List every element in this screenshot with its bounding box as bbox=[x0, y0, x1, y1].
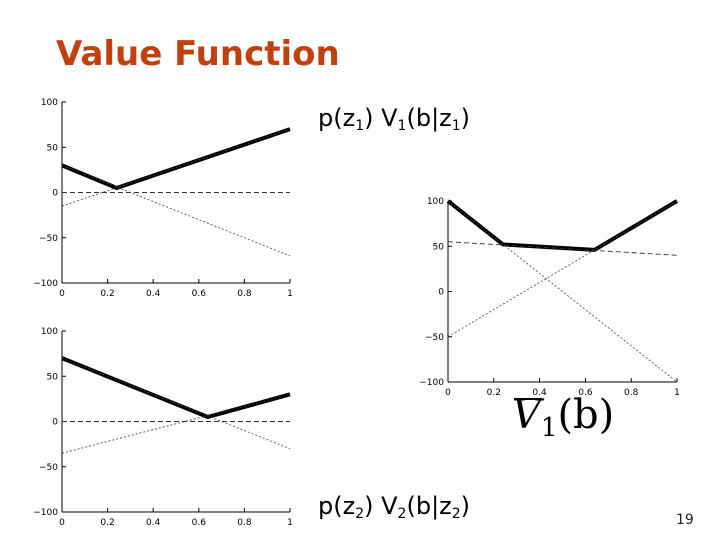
y-tick-label: −50 bbox=[39, 234, 58, 244]
y-tick-label: 0 bbox=[52, 418, 58, 428]
x-tick-label: 1 bbox=[287, 518, 293, 528]
y-tick-label: 50 bbox=[47, 372, 59, 382]
caption-top-sub2: 1 bbox=[397, 118, 407, 134]
x-tick-label: 0.4 bbox=[146, 289, 161, 299]
series-line-dotted bbox=[447, 200, 678, 338]
series-line-dotted bbox=[61, 128, 291, 207]
series-line-dotted bbox=[447, 200, 678, 383]
x-tick-label: 0.2 bbox=[100, 518, 114, 528]
caption-bottom-end: ) bbox=[460, 492, 471, 520]
slide-title: Value Function bbox=[56, 34, 340, 74]
caption-bottom: p(z2) V2(b|z2) bbox=[318, 492, 470, 522]
x-tick-label: 0.8 bbox=[237, 518, 252, 528]
y-tick-label: −50 bbox=[425, 333, 444, 343]
page-number: 19 bbox=[676, 512, 694, 528]
caption-top-sub1: 1 bbox=[355, 118, 365, 134]
y-tick-label: −100 bbox=[419, 378, 444, 388]
y-tick-label: −100 bbox=[33, 279, 58, 289]
x-tick-label: 1 bbox=[674, 388, 680, 398]
value-label-arg: (b) bbox=[557, 392, 615, 438]
x-tick-label: 0.4 bbox=[532, 388, 547, 398]
x-tick-label: 0.4 bbox=[146, 518, 161, 528]
y-tick-label: 100 bbox=[41, 98, 58, 108]
caption-top: p(z1) V1(b|z1) bbox=[318, 104, 470, 134]
x-tick-label: 0.6 bbox=[192, 518, 207, 528]
y-tick-label: −100 bbox=[33, 508, 58, 518]
y-tick-label: 50 bbox=[47, 143, 59, 153]
x-tick-label: 1 bbox=[287, 289, 293, 299]
series-line-dotted bbox=[61, 393, 291, 454]
x-tick-label: 0.2 bbox=[100, 289, 114, 299]
y-tick-label: −50 bbox=[39, 463, 58, 473]
caption-top-end: ) bbox=[460, 104, 471, 132]
y-tick-label: 0 bbox=[438, 288, 444, 298]
series-line-dotted bbox=[61, 164, 291, 257]
x-tick-label: 0.8 bbox=[237, 289, 252, 299]
y-tick-label: 100 bbox=[41, 327, 58, 337]
overbar bbox=[514, 398, 542, 400]
value-function-label: V1(b) bbox=[512, 392, 614, 443]
caption-top-b: (b|z bbox=[406, 104, 452, 132]
value-label-sub: 1 bbox=[540, 413, 558, 443]
x-tick-label: 0.2 bbox=[487, 388, 501, 398]
x-tick-label: 0 bbox=[445, 388, 451, 398]
series-line-dashed bbox=[447, 241, 678, 256]
series-line-thick bbox=[446, 199, 679, 252]
x-tick-label: 0.8 bbox=[624, 388, 639, 398]
caption-top-mid: ) V bbox=[364, 104, 398, 132]
caption-bottom-sub3: 2 bbox=[451, 506, 461, 522]
x-tick-label: 0 bbox=[59, 289, 65, 299]
caption-bottom-sub2: 2 bbox=[397, 506, 407, 522]
x-tick-label: 0 bbox=[59, 518, 65, 528]
caption-bottom-sub1: 2 bbox=[355, 506, 365, 522]
y-tick-label: 100 bbox=[427, 197, 444, 207]
caption-top-sub3: 1 bbox=[451, 118, 461, 134]
caption-top-p: p(z bbox=[318, 104, 356, 132]
x-tick-label: 0.6 bbox=[192, 289, 207, 299]
caption-bottom-p: p(z bbox=[318, 492, 356, 520]
y-tick-label: 0 bbox=[52, 189, 58, 199]
y-tick-label: 50 bbox=[433, 242, 445, 252]
x-tick-label: 0.6 bbox=[578, 388, 593, 398]
caption-bottom-b: (b|z bbox=[406, 492, 452, 520]
series-line-dotted bbox=[61, 357, 291, 450]
caption-bottom-mid: ) V bbox=[364, 492, 398, 520]
